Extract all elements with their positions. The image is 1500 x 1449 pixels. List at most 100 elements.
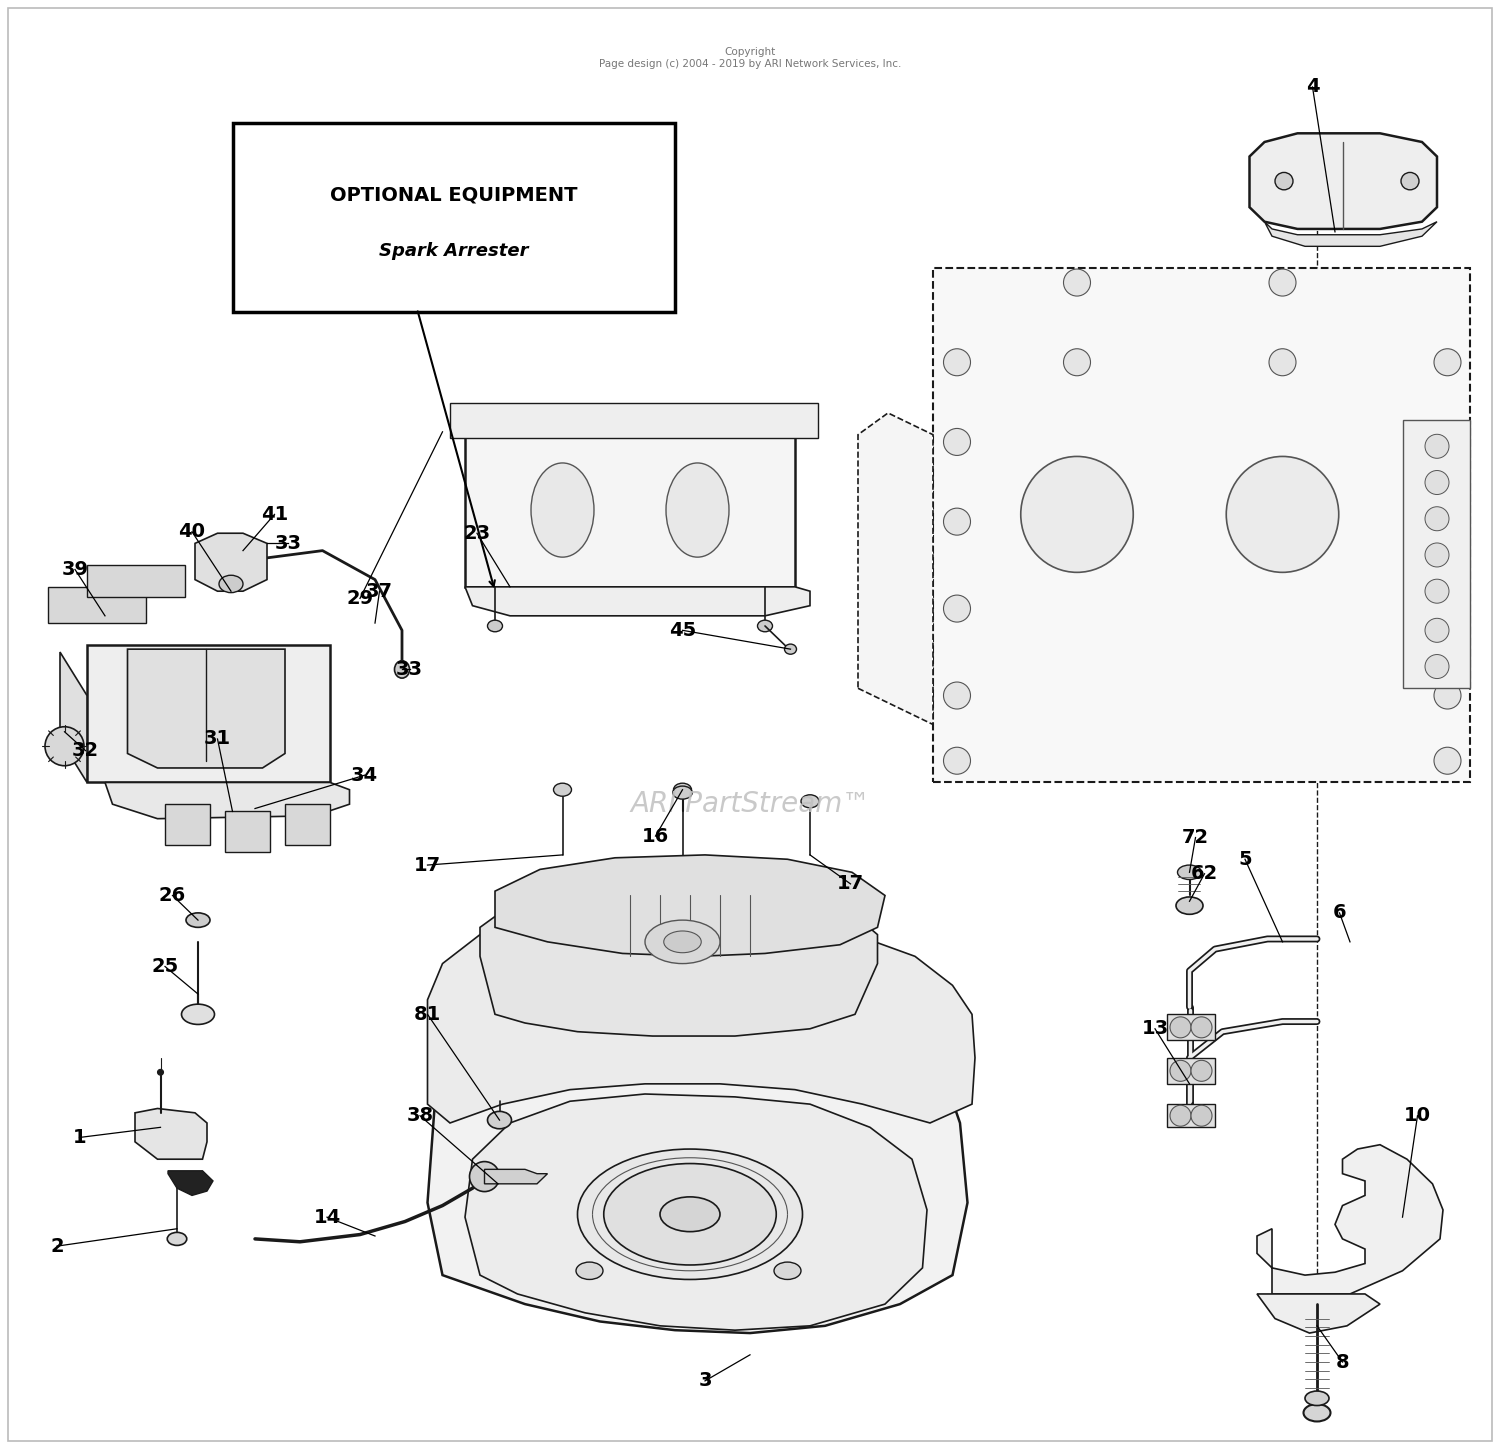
Text: 29: 29 (346, 588, 374, 609)
Text: 14: 14 (314, 1207, 340, 1227)
Text: 38: 38 (406, 1106, 433, 1126)
Circle shape (1425, 543, 1449, 567)
Polygon shape (105, 782, 350, 819)
Text: Spark Arrester: Spark Arrester (380, 242, 528, 261)
Polygon shape (1167, 1014, 1215, 1040)
Polygon shape (1257, 1294, 1380, 1333)
Ellipse shape (531, 464, 594, 558)
Text: 17: 17 (414, 855, 441, 875)
Polygon shape (1167, 1104, 1215, 1127)
Ellipse shape (660, 1197, 720, 1232)
Ellipse shape (488, 620, 502, 632)
Polygon shape (465, 1094, 927, 1330)
Bar (933, 268, 1470, 782)
Text: 33: 33 (274, 533, 302, 554)
Polygon shape (195, 533, 267, 591)
Text: 13: 13 (1142, 1019, 1168, 1039)
Circle shape (1064, 349, 1090, 375)
Text: 40: 40 (178, 522, 206, 542)
Text: 10: 10 (1404, 1106, 1431, 1126)
Ellipse shape (1304, 1404, 1330, 1421)
Circle shape (1170, 1061, 1191, 1081)
Polygon shape (465, 432, 795, 587)
Text: 5: 5 (1238, 849, 1252, 869)
Circle shape (1425, 435, 1449, 458)
Polygon shape (60, 652, 87, 782)
Text: 8: 8 (1335, 1352, 1350, 1372)
Circle shape (1191, 1106, 1212, 1126)
Text: 33: 33 (396, 659, 423, 680)
Ellipse shape (645, 920, 720, 964)
Text: 45: 45 (669, 620, 696, 640)
Polygon shape (225, 811, 270, 852)
Ellipse shape (219, 575, 243, 593)
Ellipse shape (1305, 1391, 1329, 1406)
Text: 1: 1 (72, 1127, 87, 1148)
Text: 81: 81 (414, 1004, 441, 1024)
Ellipse shape (394, 661, 410, 678)
Circle shape (1434, 349, 1461, 375)
Polygon shape (495, 855, 885, 956)
Circle shape (944, 682, 970, 709)
Polygon shape (484, 1169, 548, 1184)
Ellipse shape (666, 464, 729, 558)
Text: 17: 17 (837, 874, 864, 894)
Ellipse shape (603, 1164, 777, 1265)
Text: 23: 23 (464, 523, 490, 543)
Text: 2: 2 (50, 1236, 64, 1256)
Circle shape (1434, 509, 1461, 535)
Text: 32: 32 (72, 740, 99, 761)
Text: 3: 3 (699, 1371, 712, 1391)
Text: 26: 26 (159, 885, 186, 906)
Circle shape (1434, 682, 1461, 709)
Ellipse shape (1401, 172, 1419, 190)
Circle shape (1269, 270, 1296, 296)
Ellipse shape (664, 932, 702, 953)
Polygon shape (168, 1171, 213, 1195)
Bar (450, 403, 818, 438)
Circle shape (470, 1162, 500, 1191)
Ellipse shape (1020, 456, 1134, 572)
Polygon shape (285, 804, 330, 845)
Ellipse shape (674, 787, 693, 800)
Text: 72: 72 (1182, 827, 1209, 848)
Polygon shape (87, 645, 330, 782)
Circle shape (1191, 1017, 1212, 1037)
Text: 31: 31 (204, 729, 231, 749)
Polygon shape (427, 916, 975, 1123)
Text: 62: 62 (1191, 864, 1218, 884)
Circle shape (1269, 349, 1296, 375)
Ellipse shape (168, 1232, 188, 1246)
Circle shape (1425, 619, 1449, 642)
Ellipse shape (784, 643, 796, 655)
Text: 39: 39 (62, 559, 88, 580)
Text: OPTIONAL EQUIPMENT: OPTIONAL EQUIPMENT (330, 185, 578, 204)
Circle shape (1191, 1061, 1212, 1081)
Circle shape (944, 349, 970, 375)
Circle shape (1425, 580, 1449, 603)
Polygon shape (1250, 133, 1437, 229)
Ellipse shape (186, 913, 210, 927)
Ellipse shape (674, 784, 692, 797)
Circle shape (1425, 507, 1449, 530)
Circle shape (1434, 596, 1461, 622)
Text: 25: 25 (152, 956, 178, 977)
Polygon shape (480, 884, 878, 1036)
Bar (232, 123, 675, 312)
Text: 37: 37 (366, 581, 393, 601)
Ellipse shape (576, 1262, 603, 1279)
Ellipse shape (758, 620, 772, 632)
Ellipse shape (182, 1004, 214, 1024)
Ellipse shape (554, 784, 572, 797)
Text: 4: 4 (1305, 77, 1320, 97)
Ellipse shape (1178, 865, 1202, 880)
Ellipse shape (1227, 456, 1338, 572)
Circle shape (45, 727, 84, 765)
Ellipse shape (578, 1149, 802, 1279)
Text: 16: 16 (642, 826, 669, 846)
Text: 41: 41 (261, 504, 288, 525)
Ellipse shape (801, 796, 819, 809)
Bar (48, 587, 146, 623)
Text: 6: 6 (1332, 903, 1347, 923)
Text: 34: 34 (351, 765, 378, 785)
